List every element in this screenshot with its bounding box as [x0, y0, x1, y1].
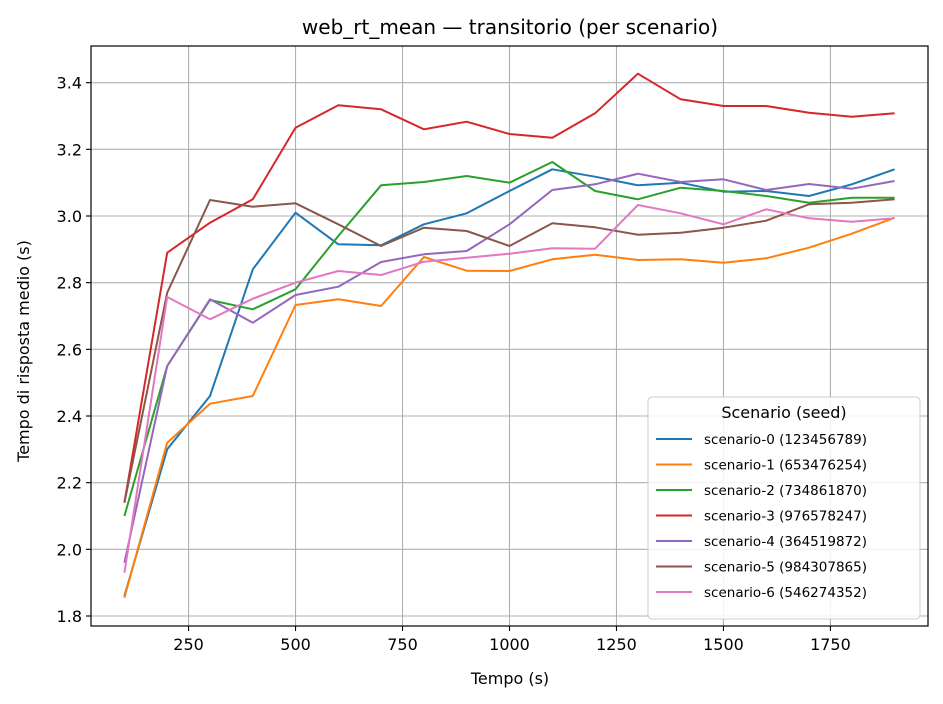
legend-label: scenario-5 (984307865) [704, 560, 867, 576]
series-line-scenario-1 [123, 216, 895, 598]
series-group [123, 72, 895, 598]
y-tick-label: 3.4 [57, 74, 82, 93]
x-tick-label: 1750 [810, 635, 851, 654]
x-tick-label: 250 [173, 635, 204, 654]
legend-label: scenario-3 (976578247) [704, 509, 867, 525]
legend-label: scenario-2 (734861870) [704, 483, 867, 499]
legend-label: scenario-0 (123456789) [704, 432, 867, 448]
x-tick-label: 1250 [596, 635, 637, 654]
series-line-scenario-2 [123, 161, 895, 517]
y-tick-label: 2.0 [57, 540, 82, 559]
x-tick-label: 750 [387, 635, 418, 654]
y-tick-label: 3.2 [57, 140, 82, 159]
y-tick-label: 2.6 [57, 340, 82, 359]
y-tick-label: 2.8 [57, 274, 82, 293]
x-tick-label: 1000 [489, 635, 530, 654]
y-tick-label: 1.8 [57, 607, 82, 626]
series-line-scenario-6 [123, 204, 895, 573]
series-line-scenario-4 [123, 172, 895, 563]
y-tick-label: 3.0 [57, 207, 82, 226]
y-axis-label: Tempo di risposta medio (s) [14, 240, 33, 463]
x-tick-label: 1500 [703, 635, 744, 654]
series-line-scenario-3 [123, 72, 895, 503]
legend-box [647, 396, 921, 620]
x-tick-label: 500 [280, 635, 311, 654]
legend-title: Scenario (seed) [721, 403, 846, 422]
x-axis: 250 500 750 1000 1250 1500 1750 [173, 626, 851, 654]
y-tick-label: 2.4 [57, 407, 82, 426]
legend-label: scenario-6 (546274352) [704, 585, 867, 601]
legend-label: scenario-4 (364519872) [704, 534, 867, 550]
legend: Scenario (seed) scenario-0 (123456789) sce… [647, 396, 921, 620]
legend-label: scenario-1 (653476254) [704, 458, 867, 474]
x-axis-label: Tempo (s) [470, 669, 549, 688]
y-axis: 1.8 2.0 2.2 2.4 2.6 2.8 3.0 3.2 3.4 [57, 74, 91, 626]
series-line-scenario-5 [123, 198, 895, 503]
chart-title: web_rt_mean — transitorio (per scenario) [302, 15, 718, 39]
y-tick-label: 2.2 [57, 474, 82, 493]
